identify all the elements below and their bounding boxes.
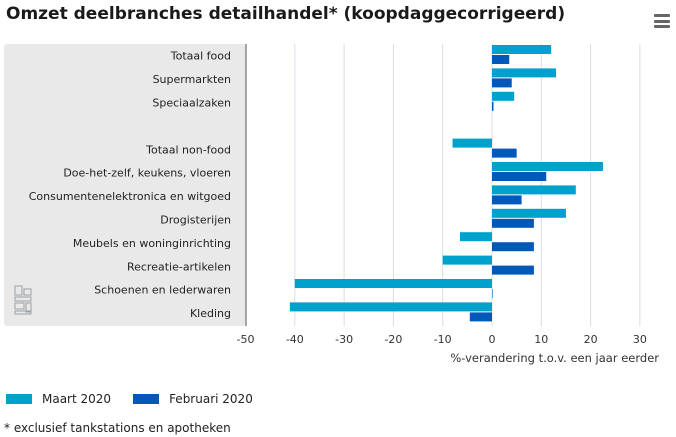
bar-maart	[289, 302, 492, 312]
bar-maart	[459, 232, 492, 242]
bar-maart	[442, 255, 492, 265]
menu-line	[654, 14, 670, 17]
logo-shape	[14, 302, 25, 310]
category-label: Drogisterijen	[160, 214, 231, 227]
bar-februari	[492, 242, 534, 252]
category-label: Supermarkten	[153, 73, 231, 86]
category-label: Meubels en woninginrichting	[73, 237, 231, 250]
bar-maart	[492, 208, 566, 218]
x-axis-label: %-verandering t.o.v. een jaar eerder	[450, 351, 659, 365]
chart-title: Omzet deelbranches detailhandel* (koopda…	[6, 4, 566, 24]
bar-maart	[492, 162, 603, 171]
logo-shape	[25, 302, 32, 313]
category-label: Kleding	[190, 307, 231, 320]
category-label: Schoenen en lederwaren	[94, 284, 231, 297]
bar-maart	[492, 68, 557, 78]
bar-maart	[492, 91, 515, 101]
legend-label-maart: Maart 2020	[42, 392, 112, 406]
legend-item-maart[interactable]: Maart 2020	[6, 392, 111, 406]
x-tick-label: 0	[489, 333, 496, 346]
menu-line	[654, 25, 670, 28]
bar-februari	[492, 289, 493, 298]
legend-swatch-maart	[6, 394, 32, 404]
x-tick-label: 20	[584, 333, 598, 346]
bar-maart	[492, 45, 552, 54]
category-label: Recreatie-artikelen	[127, 260, 231, 273]
cbs-logo-icon	[14, 285, 32, 315]
bar-februari	[492, 218, 534, 228]
bar-februari	[492, 101, 494, 111]
legend: Maart 2020 Februari 2020	[6, 392, 275, 406]
logo-shape	[14, 310, 32, 315]
category-label: Consumentenelektronica en witgoed	[29, 190, 231, 203]
bar-februari	[492, 265, 534, 275]
x-tick-label: 30	[633, 333, 647, 346]
bar-februari	[492, 78, 512, 88]
category-labels: Totaal food Supermarkten Speciaalzaken Tota…	[29, 50, 231, 320]
bar-februari	[492, 172, 547, 181]
bar-chart: Totaal food Supermarkten Speciaalzaken Tota…	[4, 44, 659, 365]
plot-background	[4, 44, 246, 326]
x-tick-label: -20	[384, 333, 402, 346]
category-label: Totaal non-food	[145, 143, 231, 156]
category-label: Totaal food	[170, 50, 231, 63]
logo-shape	[23, 288, 32, 296]
x-tick-label: -30	[335, 333, 353, 346]
x-tick-label: -40	[286, 333, 304, 346]
category-label: Speciaalzaken	[152, 97, 231, 110]
hamburger-menu-icon[interactable]	[654, 14, 670, 28]
bar-maart	[492, 185, 576, 195]
bars	[289, 45, 603, 322]
x-tick-label: 10	[534, 333, 548, 346]
category-label: Doe-het-zelf, keukens, vloeren	[63, 167, 231, 180]
x-ticks: -50 -40 -30 -20 -10 0 10 20 30	[237, 333, 647, 346]
bar-maart	[294, 279, 492, 288]
footnote: * exclusief tankstations en apotheken	[4, 421, 231, 435]
logo-shape	[14, 285, 23, 296]
x-tick-label: -10	[434, 333, 452, 346]
menu-line	[654, 19, 670, 23]
logo-shape	[14, 296, 32, 302]
bar-februari	[492, 148, 517, 158]
bar-februari	[492, 195, 522, 205]
x-tick-label: -50	[237, 333, 255, 346]
bar-februari	[469, 312, 492, 322]
bar-februari	[492, 55, 510, 64]
legend-label-februari: Februari 2020	[169, 392, 253, 406]
bar-maart	[452, 138, 492, 148]
legend-item-februari[interactable]: Februari 2020	[133, 392, 253, 406]
legend-swatch-februari	[133, 394, 160, 404]
